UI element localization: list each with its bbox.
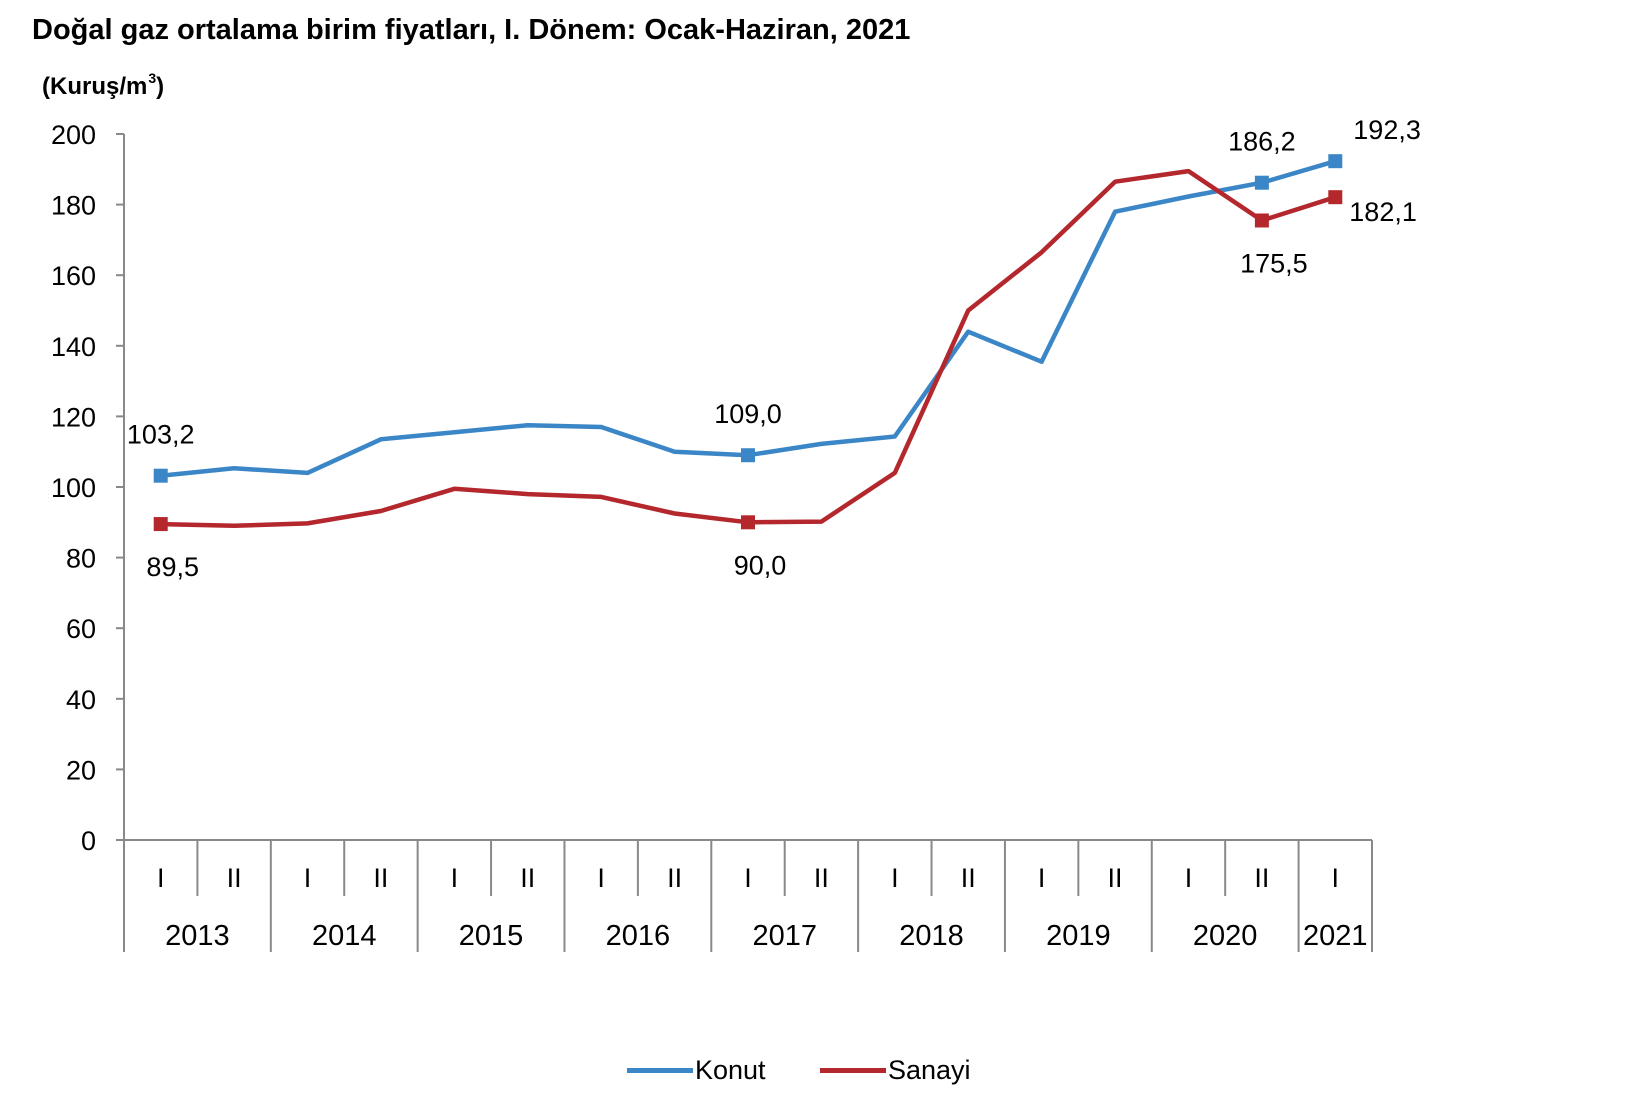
x-year-label-2021: 2021 <box>1303 920 1368 952</box>
y-axis-unit-label: (Kuruş/m3) <box>42 70 164 101</box>
x-period-label-12: I <box>1038 863 1046 893</box>
x-period-label-15: II <box>1254 863 1269 893</box>
x-year-label-2018: 2018 <box>899 920 964 952</box>
unit-label-close: ) <box>156 73 165 100</box>
x-year-label-2013: 2013 <box>165 920 230 952</box>
data-label-konut-16: 192,3 <box>1353 115 1421 145</box>
data-label-sanayi-15: 175,5 <box>1240 248 1308 278</box>
data-point-konut-0 <box>153 468 168 483</box>
legend: Konut Sanayi <box>0 1050 1633 1090</box>
x-period-label-2: I <box>304 863 312 893</box>
x-year-label-2014: 2014 <box>312 920 377 952</box>
y-tick-label-160: 160 <box>51 261 96 291</box>
x-period-label-8: I <box>744 863 752 893</box>
y-tick-label-20: 20 <box>66 755 96 785</box>
x-period-label-9: II <box>814 863 829 893</box>
y-tick-label-180: 180 <box>51 191 96 221</box>
legend-swatch-sanayi <box>820 1067 886 1073</box>
unit-label-text: (Kuruş/m <box>42 73 148 100</box>
y-tick-label-200: 200 <box>51 120 96 150</box>
data-label-sanayi-8: 90,0 <box>734 550 787 580</box>
legend-label-sanayi: Sanayi <box>888 1054 971 1085</box>
data-point-konut-15 <box>1254 175 1269 190</box>
x-year-label-2016: 2016 <box>606 920 671 952</box>
x-year-label-2015: 2015 <box>459 920 524 952</box>
data-label-konut-8: 109,0 <box>714 399 782 429</box>
x-year-label-2017: 2017 <box>752 920 817 952</box>
y-tick-label-0: 0 <box>81 826 96 856</box>
x-year-label-2020: 2020 <box>1193 920 1258 952</box>
y-tick-label-40: 40 <box>66 685 96 715</box>
data-label-konut-0: 103,2 <box>127 420 195 450</box>
y-tick-label-140: 140 <box>51 332 96 362</box>
data-point-sanayi-8 <box>741 515 755 530</box>
legend-item-sanayi: Sanayi <box>820 1050 971 1090</box>
data-label-konut-15: 186,2 <box>1228 127 1296 157</box>
x-period-label-0: I <box>157 863 165 893</box>
data-point-sanayi-15 <box>1254 213 1269 228</box>
data-point-konut-8 <box>741 448 755 463</box>
x-period-label-4: I <box>451 863 459 893</box>
chart-title: Doğal gaz ortalama birim fiyatları, I. D… <box>32 14 911 46</box>
x-period-label-5: II <box>520 863 535 893</box>
x-period-label-16: I <box>1332 863 1340 893</box>
y-tick-label-100: 100 <box>51 473 96 503</box>
data-point-sanayi-0 <box>153 517 168 532</box>
x-period-label-6: I <box>597 863 605 893</box>
x-period-label-13: II <box>1108 863 1123 893</box>
x-period-label-14: I <box>1185 863 1193 893</box>
x-period-label-11: II <box>961 863 976 893</box>
x-period-label-1: II <box>227 863 242 893</box>
unit-label-superscript: 3 <box>148 70 157 86</box>
x-period-label-10: I <box>891 863 899 893</box>
series-line-sanayi <box>158 168 1338 529</box>
data-label-sanayi-0: 89,5 <box>146 552 199 582</box>
y-tick-label-120: 120 <box>51 402 96 432</box>
legend-item-konut: Konut <box>627 1050 766 1090</box>
x-year-label-2019: 2019 <box>1046 920 1111 952</box>
legend-label-konut: Konut <box>695 1054 766 1085</box>
y-tick-label-60: 60 <box>66 614 96 644</box>
legend-swatch-konut <box>627 1067 693 1073</box>
x-period-label-7: II <box>667 863 682 893</box>
data-label-sanayi-16: 182,1 <box>1349 197 1417 227</box>
x-period-label-3: II <box>373 863 388 893</box>
data-point-sanayi-16 <box>1328 190 1343 205</box>
y-tick-label-80: 80 <box>66 544 96 574</box>
data-point-konut-16 <box>1328 154 1343 169</box>
